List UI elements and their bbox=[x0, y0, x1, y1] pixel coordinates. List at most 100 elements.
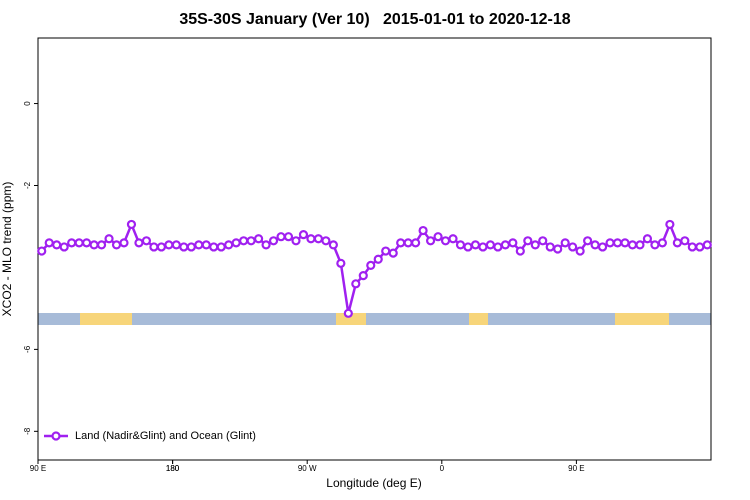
point bbox=[134, 238, 144, 248]
x-tick-label: 180 bbox=[166, 464, 180, 473]
point bbox=[358, 271, 368, 281]
point bbox=[418, 225, 428, 236]
point bbox=[493, 242, 503, 252]
point bbox=[627, 240, 638, 250]
point bbox=[381, 246, 391, 256]
point bbox=[605, 238, 615, 248]
point bbox=[523, 236, 533, 246]
point bbox=[291, 236, 301, 246]
point bbox=[590, 240, 600, 250]
point bbox=[59, 242, 69, 252]
point bbox=[545, 242, 555, 252]
point bbox=[164, 240, 174, 250]
point bbox=[96, 240, 107, 250]
land-ocean-strip bbox=[38, 313, 711, 325]
point bbox=[575, 246, 585, 256]
point bbox=[209, 242, 219, 252]
point bbox=[336, 258, 346, 268]
point bbox=[373, 254, 383, 264]
point bbox=[485, 240, 496, 250]
point bbox=[82, 238, 92, 248]
point bbox=[186, 242, 196, 252]
point bbox=[261, 240, 271, 250]
x-tick-label: 180 bbox=[166, 464, 180, 473]
point bbox=[612, 238, 623, 248]
point bbox=[201, 240, 211, 250]
point bbox=[276, 232, 286, 242]
point bbox=[411, 238, 421, 248]
point bbox=[508, 238, 518, 248]
x-tick-label: 90 E bbox=[568, 464, 584, 473]
point bbox=[553, 244, 563, 254]
y-tick-label: -2 bbox=[23, 181, 32, 189]
point bbox=[478, 242, 488, 252]
legend-marker bbox=[51, 431, 61, 441]
point bbox=[313, 234, 324, 244]
chart-title: 35S-30S January (Ver 10) 2015-01-01 to 2… bbox=[179, 11, 570, 28]
point bbox=[642, 234, 653, 244]
point bbox=[194, 240, 204, 250]
point bbox=[425, 236, 436, 246]
point bbox=[239, 236, 249, 246]
x-tick-label: 90 W bbox=[298, 464, 317, 473]
point bbox=[119, 238, 129, 248]
point bbox=[396, 238, 406, 248]
point bbox=[665, 219, 675, 230]
plot-frame bbox=[37, 37, 712, 461]
series-line bbox=[40, 221, 708, 314]
point bbox=[104, 234, 114, 244]
point bbox=[650, 240, 660, 250]
point bbox=[538, 236, 548, 246]
point bbox=[126, 219, 137, 230]
point bbox=[560, 238, 570, 248]
point bbox=[515, 246, 525, 256]
point bbox=[500, 240, 510, 250]
point bbox=[351, 279, 361, 289]
point bbox=[343, 308, 353, 318]
point bbox=[366, 260, 376, 270]
point bbox=[37, 246, 47, 256]
point bbox=[179, 242, 189, 252]
point bbox=[455, 240, 466, 250]
x-tick-label: 90 E bbox=[30, 464, 46, 473]
point bbox=[388, 248, 398, 258]
point bbox=[171, 240, 181, 250]
point bbox=[253, 234, 264, 244]
point bbox=[149, 242, 159, 252]
point bbox=[702, 240, 712, 250]
point bbox=[141, 236, 152, 246]
point bbox=[156, 242, 166, 252]
point bbox=[89, 240, 99, 250]
point bbox=[687, 242, 697, 252]
point bbox=[44, 238, 54, 248]
legend-label: Land (Nadir&Glint) and Ocean (Glint) bbox=[75, 430, 256, 442]
point bbox=[530, 240, 540, 250]
point bbox=[680, 236, 690, 246]
y-tick-label: 0 bbox=[23, 101, 32, 106]
point bbox=[216, 242, 226, 252]
point bbox=[440, 236, 451, 246]
point bbox=[635, 240, 645, 250]
point bbox=[403, 238, 413, 248]
point bbox=[463, 242, 473, 252]
point bbox=[231, 238, 241, 248]
y-tick-label: -8 bbox=[23, 427, 32, 435]
point bbox=[298, 230, 309, 240]
y-tick-label: -6 bbox=[23, 345, 32, 353]
point bbox=[246, 236, 256, 246]
point bbox=[306, 234, 316, 244]
point bbox=[67, 238, 77, 248]
point bbox=[568, 242, 578, 252]
y-axis-label: XCO2 - MLO trend (ppm) bbox=[0, 182, 14, 317]
point bbox=[111, 240, 122, 250]
point bbox=[620, 238, 630, 248]
point bbox=[672, 238, 682, 248]
point bbox=[74, 238, 84, 248]
point bbox=[224, 240, 234, 250]
point bbox=[448, 234, 458, 244]
point bbox=[268, 236, 279, 246]
point bbox=[433, 232, 443, 242]
point bbox=[52, 240, 62, 250]
x-axis-label: Longitude (deg E) bbox=[326, 476, 421, 490]
